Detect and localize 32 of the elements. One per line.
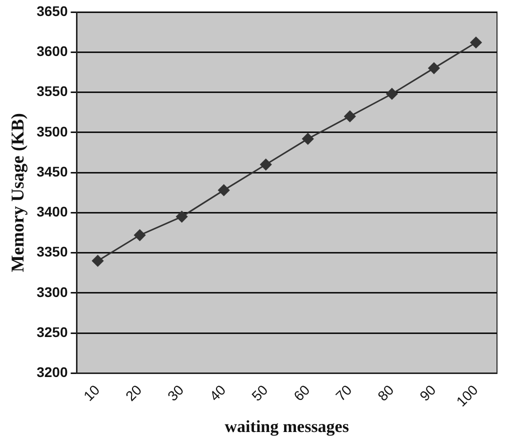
point (344, 110, 356, 122)
point (470, 36, 482, 48)
x-tick-label: 50 (248, 382, 271, 404)
point (302, 133, 314, 145)
y-tick-label: 3400 (36, 204, 68, 220)
y-tick-label: 3500 (36, 123, 68, 140)
y-axis-title: Memory Usage (KB) (7, 113, 28, 272)
x-axis-title: waiting messages (224, 417, 350, 436)
y-tick-label: 3600 (36, 42, 68, 59)
x-tick-label: 10 (80, 382, 103, 404)
y-tick-label: 3350 (36, 244, 68, 260)
point (92, 255, 104, 267)
y-tick-label: 3450 (36, 163, 68, 180)
x-tick-label: 40 (206, 382, 229, 404)
x-tick-label: 60 (290, 382, 313, 404)
point (218, 184, 230, 196)
x-tick-label: 70 (332, 382, 355, 404)
x-tick-label: 30 (164, 382, 187, 404)
x-tick-label: 80 (374, 382, 397, 404)
point (176, 210, 188, 222)
y-tick-label: 3650 (36, 2, 68, 19)
point (134, 229, 146, 241)
x-tick-label: 90 (416, 382, 439, 404)
y-tick-label: 3300 (36, 284, 68, 300)
y-tick-label: 3200 (36, 364, 68, 380)
x-tick-label: 20 (122, 382, 145, 404)
x-tick-label: 100 (453, 382, 481, 410)
y-tick-label: 3250 (36, 324, 68, 340)
point (386, 88, 398, 100)
y-tick-label: 3550 (36, 83, 68, 100)
point (428, 62, 440, 74)
point (260, 158, 272, 170)
